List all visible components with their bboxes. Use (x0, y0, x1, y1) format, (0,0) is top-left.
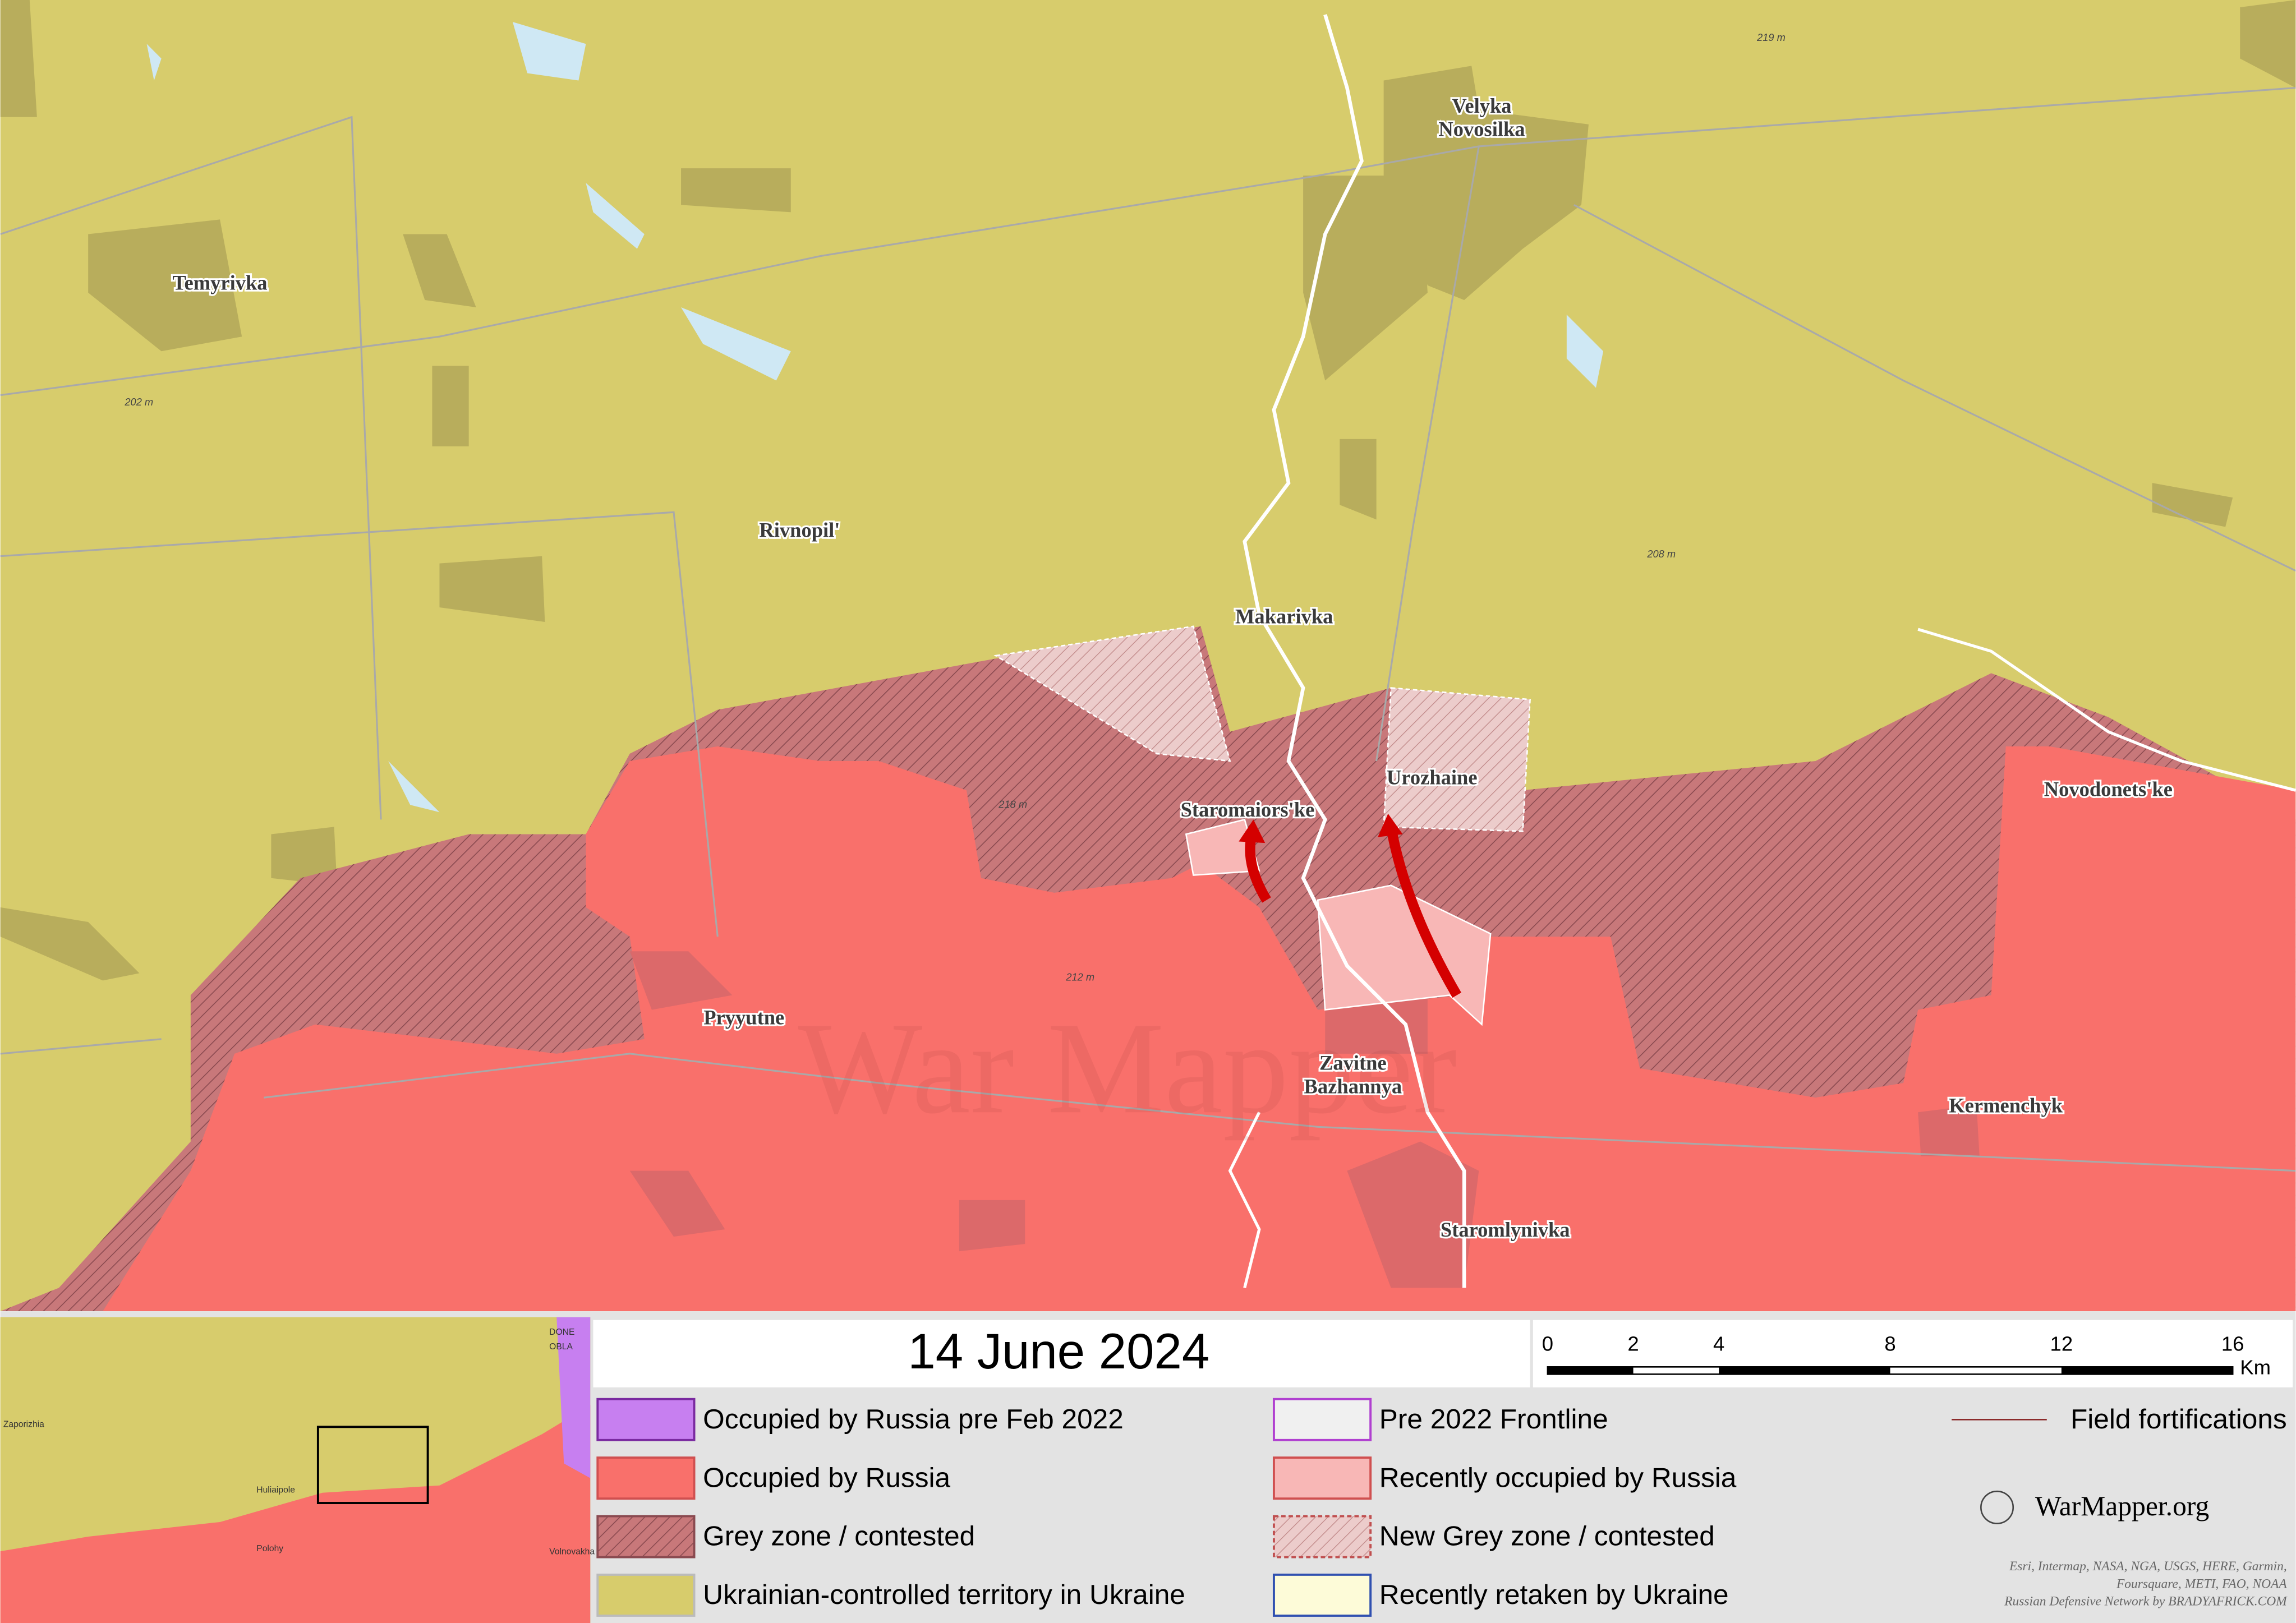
inset-label: DONE (549, 1327, 574, 1337)
scale-label: 2 (1627, 1332, 1639, 1355)
river (1243, 14, 1466, 1288)
date-box (593, 1320, 1530, 1387)
legend-swatch (1272, 1456, 1372, 1500)
scale-label: 0 (1542, 1332, 1553, 1355)
legend-label: New Grey zone / contested (1379, 1520, 1715, 1552)
credits: Esri, Intermap, NASA, NGA, USGS, HERE, G… (2004, 1559, 2288, 1609)
place-label: Kermenchyk (1949, 1094, 2063, 1117)
elevation-label: 212 m (1065, 971, 1094, 983)
scale-unit: Km (2240, 1355, 2271, 1378)
roads (0, 87, 2296, 1172)
elevation-label: 219 m (1756, 31, 1786, 43)
attack-arrow-head (1239, 819, 1266, 843)
place-label: Novosilka (1438, 118, 1525, 141)
legend-swatch (1272, 1398, 1372, 1441)
river (1228, 1112, 1261, 1289)
inset-label: Zaporizhia (3, 1419, 44, 1429)
inset-labels: Zaporizhia Huliaipole Polohy Volnovakha DONE… (3, 1327, 595, 1556)
inset-occupied (0, 1405, 591, 1623)
legend-label: Recently occupied by Russia (1379, 1461, 1737, 1493)
place-label: Temyrivka (173, 271, 268, 294)
scale-label: 16 (2221, 1332, 2244, 1355)
legend-label: Recently retaken by Ukraine (1379, 1579, 1729, 1610)
legend: Occupied by Russia pre Feb 2022 Occupied … (596, 1398, 1737, 1617)
inset-frame (316, 1426, 429, 1504)
elevation-label: 218 m (998, 798, 1027, 810)
legend-swatch (596, 1573, 696, 1617)
legend-label: Grey zone / contested (703, 1520, 975, 1552)
scale-label: 8 (1884, 1332, 1895, 1355)
recently-occupied (1317, 884, 1492, 1026)
occupied-settlements (629, 951, 1980, 1288)
place-label: Urozhaine (1387, 766, 1478, 789)
date: 14 June 2024 (908, 1324, 1209, 1379)
legend-swatch (596, 1456, 696, 1500)
place-label: Bazhannya (1304, 1075, 1402, 1098)
place-label: Makarivka (1235, 605, 1333, 628)
elevation-labels: 219 m 202 m 208 m 212 m 218 m (124, 31, 1785, 983)
credit-line: Russian Defensive Network by BRADYAFRICK… (2004, 1594, 2288, 1609)
legend-swatch (1272, 1515, 1372, 1559)
settlements (0, 0, 2296, 981)
inset-label: Huliaipole (256, 1486, 295, 1495)
scale-label: 12 (2050, 1332, 2073, 1355)
inset-label: Volnovakha (549, 1547, 595, 1556)
place-label: Pryyutne (703, 1006, 784, 1029)
attack-arrow (1386, 826, 1462, 998)
scale-segment (1547, 1367, 1634, 1375)
scale-label: 4 (1713, 1332, 1724, 1355)
watermark: War Mapper (798, 995, 1457, 1141)
legend-swatch (1272, 1573, 1372, 1617)
new-grey-zone (1383, 687, 1531, 832)
inset-label: OBLA (549, 1342, 573, 1352)
credit-line: Esri, Intermap, NASA, NGA, USGS, HERE, G… (2009, 1559, 2287, 1574)
river (1917, 628, 2296, 792)
legend-label: Occupied by Russia pre Feb 2022 (703, 1403, 1124, 1435)
scale-segment (2061, 1367, 2233, 1375)
attack-arrow-head (1378, 813, 1403, 837)
new-grey-zone (993, 625, 1231, 762)
elevation-label: 208 m (1646, 548, 1676, 560)
elevation-label: 202 m (124, 396, 153, 408)
scale-box (1533, 1320, 2293, 1387)
place-label: Zavitne (1319, 1052, 1387, 1075)
legend-label: Occupied by Russia (703, 1461, 950, 1493)
place-label: Rivnopil' (759, 519, 840, 542)
legend-label: Ukrainian-controlled territory in Ukrain… (703, 1579, 1185, 1610)
place-label: Staromlynivka (1441, 1218, 1570, 1241)
inset-occupied-pre2022 (556, 1317, 591, 1478)
brand: WarMapper.org (2035, 1491, 2209, 1521)
legend-label: Field fortifications (2070, 1403, 2287, 1435)
legend-label: Pre 2022 Frontline (1379, 1403, 1608, 1435)
occupied-by-russia (103, 746, 2296, 1312)
inset-label: Polohy (256, 1544, 283, 1553)
legend-swatch (596, 1515, 696, 1559)
credit-line: Foursquare, METI, FAO, NOAA (2116, 1576, 2287, 1591)
scale-segment (1719, 1367, 1890, 1375)
place-label: Velyka (1452, 94, 1511, 117)
legend-swatch (596, 1398, 696, 1441)
place-label: Novodonets'ke (2044, 778, 2173, 801)
place-label: Staromaiors'ke (1181, 798, 1315, 821)
brand-icon (1980, 1490, 2014, 1524)
recently-occupied (1185, 818, 1260, 876)
